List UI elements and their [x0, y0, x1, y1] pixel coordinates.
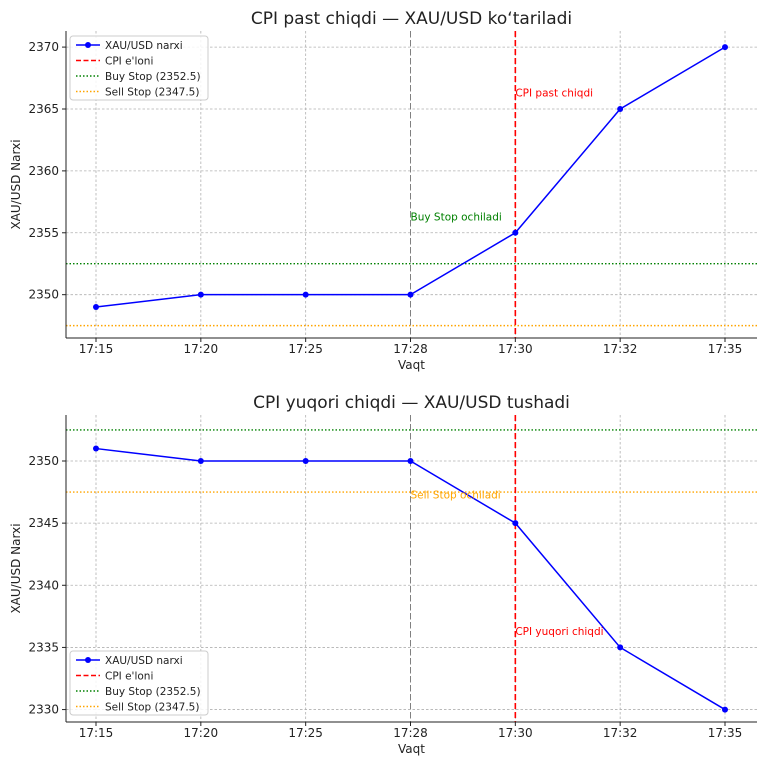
x-tick-label: 17:32 — [603, 726, 638, 740]
legend-cpi-label: CPI e'loni — [105, 671, 153, 683]
y-tick-label: 2330 — [28, 703, 59, 717]
legend-box — [69, 650, 209, 716]
annotation: Sell Stop ochiladi — [411, 489, 501, 501]
data-point — [722, 706, 728, 713]
legend-series-label: XAU/USD narxi — [105, 40, 183, 52]
data-point — [197, 291, 204, 298]
data-point — [512, 520, 519, 527]
annotation: CPI yuqori chiqdi — [515, 626, 603, 638]
annotation: CPI past chiqdi — [515, 88, 593, 100]
chart-2: CPI yuqori chiqdi — XAU/USD tushadi Sell … — [9, 393, 757, 756]
x-tick-label: 17:28 — [393, 342, 428, 356]
data-point — [407, 291, 414, 298]
chart-title: CPI past chiqdi — XAU/USD ko‘tariladi — [251, 9, 572, 29]
x-tick-label: 17:15 — [79, 726, 114, 740]
data-point — [302, 457, 309, 464]
annotation: Buy Stop ochiladi — [411, 211, 502, 223]
data-point — [302, 291, 309, 298]
y-tick-label: 2370 — [28, 40, 59, 54]
x-tick-label: 17:25 — [288, 726, 323, 740]
legend-cpi-label: CPI e'loni — [105, 56, 153, 68]
y-tick-label: 2365 — [28, 102, 59, 116]
legend-sell-stop-label: Sell Stop (2347.5) — [105, 702, 199, 714]
legend-buy-stop-label: Buy Stop (2352.5) — [105, 686, 201, 698]
x-tick-label: 17:30 — [498, 342, 533, 356]
y-tick-label: 2360 — [28, 164, 59, 178]
y-tick-label: 2340 — [28, 578, 59, 592]
data-point — [512, 229, 519, 236]
x-axis-label: Vaqt — [398, 358, 425, 372]
x-tick-label: 17:20 — [184, 726, 219, 740]
x-tick-label: 17:35 — [708, 342, 743, 356]
data-point — [617, 105, 624, 112]
legend-series-label: XAU/USD narxi — [105, 655, 183, 667]
legend-buy-stop-label: Buy Stop (2352.5) — [105, 71, 201, 83]
legend-series-marker — [85, 42, 91, 48]
legend: XAU/USD narxi CPI e'loni Buy Stop (2352.5)… — [69, 35, 209, 101]
x-tick-label: 17:32 — [603, 342, 638, 356]
x-tick-label: 17:20 — [184, 342, 219, 356]
data-point — [93, 445, 99, 452]
chart-title: CPI yuqori chiqdi — XAU/USD tushadi — [253, 393, 570, 413]
data-point — [93, 304, 99, 311]
data-point — [722, 44, 728, 51]
data-point — [617, 644, 624, 651]
y-tick-label: 2335 — [28, 640, 59, 654]
x-tick-label: 17:15 — [79, 342, 114, 356]
legend-series-marker — [85, 657, 91, 663]
x-tick-label: 17:30 — [498, 726, 533, 740]
x-axis-label: Vaqt — [398, 742, 425, 756]
y-tick-label: 2350 — [28, 454, 59, 468]
y-tick-label: 2355 — [28, 226, 59, 240]
legend: XAU/USD narxi CPI e'loni Buy Stop (2352.5)… — [69, 650, 209, 716]
legend-sell-stop-label: Sell Stop (2347.5) — [105, 87, 199, 99]
y-axis-label: XAU/USD Narxi — [9, 523, 23, 613]
legend-box — [69, 35, 209, 101]
x-tick-label: 17:28 — [393, 726, 428, 740]
y-tick-label: 2345 — [28, 516, 59, 530]
x-tick-label: 17:25 — [288, 342, 323, 356]
y-axis-label: XAU/USD Narxi — [9, 139, 23, 229]
x-tick-label: 17:35 — [708, 726, 743, 740]
chart-1: CPI past chiqdi — XAU/USD ko‘tariladi Buy… — [9, 9, 757, 372]
data-point — [407, 457, 414, 464]
data-point — [197, 457, 204, 464]
y-tick-label: 2350 — [28, 288, 59, 302]
